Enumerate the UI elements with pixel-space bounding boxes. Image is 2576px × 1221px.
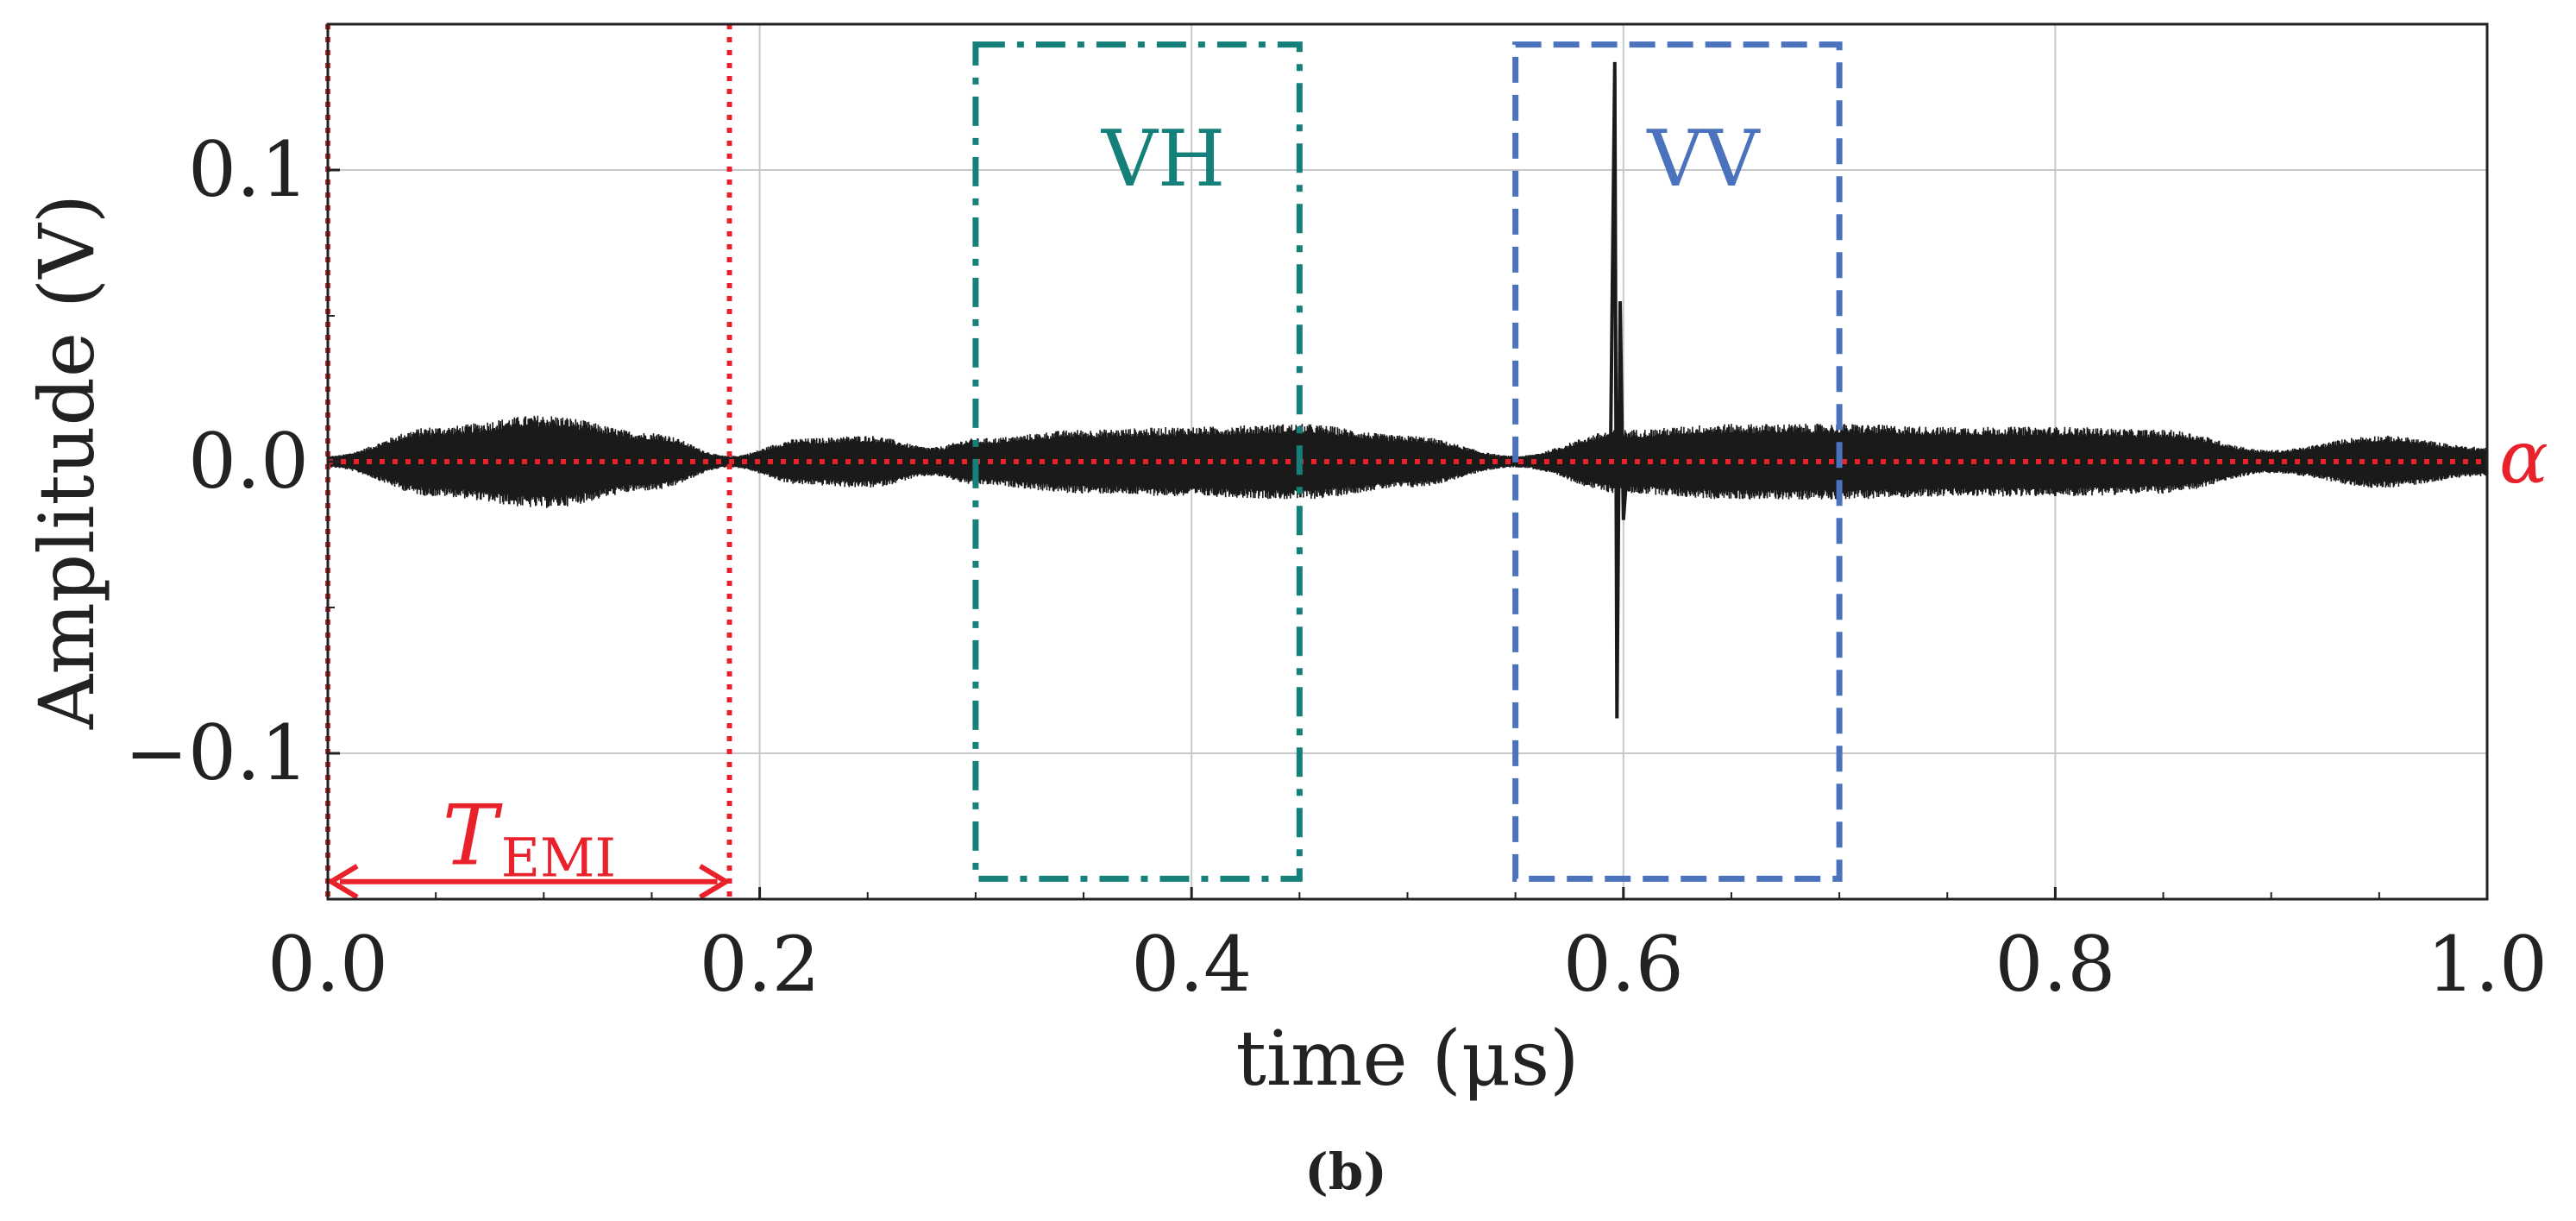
box-vh (972, 41, 1303, 882)
x-tick-label-0: 0.0 (267, 920, 388, 1009)
emi-span-label: TEMI (443, 788, 616, 890)
x-tick-label-5: 1.0 (2427, 920, 2548, 1009)
x-tick-label-2: 0.4 (1131, 920, 1252, 1009)
signal-layer (327, 61, 2488, 719)
x-tick-label-3: 0.6 (1563, 920, 1684, 1009)
y-tick-label-2: 0.1 (188, 125, 309, 214)
figure-caption: (b) (1304, 1142, 1386, 1201)
x-axis-title: time (μs) (1235, 1014, 1579, 1103)
x-tick-label-4: 0.8 (1995, 920, 2115, 1009)
box-label-vv: VV (1646, 114, 1761, 205)
signal-trace (327, 415, 2488, 508)
box-label-vh: VH (1101, 114, 1225, 205)
emi-arrow-head-left (326, 864, 359, 900)
x-tick-label-1: 0.2 (700, 920, 820, 1009)
y-axis-title: Amplitude (V) (22, 194, 111, 730)
threshold-label: α (2499, 415, 2548, 500)
box-vv (1512, 41, 1843, 882)
emi-span-subscript: EMI (501, 827, 616, 890)
y-tick-label-0: −0.1 (124, 708, 309, 797)
y-tick-label-1: 0.0 (188, 417, 309, 506)
signal-spike (1608, 61, 1630, 719)
ticks: 0.0 0.2 0.4 0.6 0.8 1.0 −0.1 0.0 0.1 (124, 23, 2548, 1009)
emi-arrow-head-right (699, 864, 732, 900)
